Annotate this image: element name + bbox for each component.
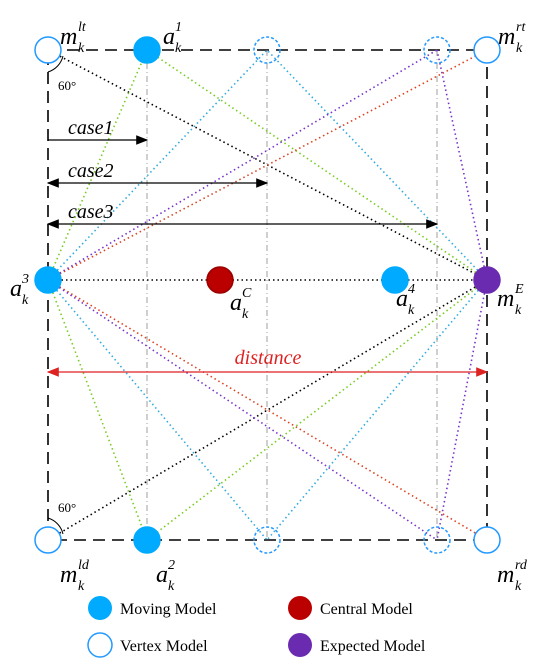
angle-label: 60° — [58, 78, 76, 93]
case-label: case3 — [68, 201, 114, 223]
label-sub: k — [516, 41, 523, 56]
label-base: m — [60, 24, 77, 50]
label-base: m — [60, 562, 77, 588]
label-sub: k — [22, 293, 29, 308]
case-label: case2 — [68, 160, 114, 182]
label-sup: rd — [515, 558, 528, 573]
label-sub: k — [242, 307, 249, 322]
label-sub: k — [175, 41, 182, 56]
legend-label: Expected Model — [320, 638, 426, 655]
label-sub: k — [515, 579, 522, 594]
label-base: a — [396, 286, 408, 312]
label-base: a — [230, 290, 242, 316]
label-base: a — [156, 562, 168, 588]
label-sup: E — [514, 282, 524, 297]
label-base: m — [498, 24, 515, 50]
guides — [146, 50, 438, 540]
case-label: case1 — [68, 117, 114, 139]
label-sub: k — [408, 303, 415, 318]
label-sup: C — [242, 286, 252, 301]
label-base: a — [163, 24, 175, 50]
label-sup: lt — [78, 20, 87, 35]
legend-label: Central Model — [320, 601, 413, 618]
label-sup: 2 — [168, 558, 175, 573]
label-sub: k — [78, 579, 85, 594]
case-arrows — [46, 135, 439, 229]
legend-label: Vertex Model — [120, 638, 208, 655]
label-sup: rt — [516, 20, 526, 35]
angle-arc — [47, 55, 64, 73]
label-base: m — [497, 286, 514, 312]
label-sub: k — [78, 41, 85, 56]
angle-label: 60° — [58, 500, 76, 515]
label-sub: k — [515, 303, 522, 318]
boundary — [47, 49, 488, 541]
angle-arc — [47, 517, 64, 535]
nodes — [34, 36, 501, 554]
legend: Moving Model Central Model Vertex Model … — [87, 596, 426, 658]
legend-label: Moving Model — [120, 601, 217, 618]
connections — [47, 49, 488, 541]
label-sup: ld — [78, 558, 90, 573]
label-sup: 1 — [175, 20, 182, 35]
label-base: a — [10, 276, 22, 302]
label-sub: k — [168, 579, 175, 594]
label-sup: 4 — [408, 282, 415, 297]
distance-label: distance — [235, 347, 302, 369]
label-sup: 3 — [21, 272, 29, 287]
label-base: m — [497, 562, 514, 588]
